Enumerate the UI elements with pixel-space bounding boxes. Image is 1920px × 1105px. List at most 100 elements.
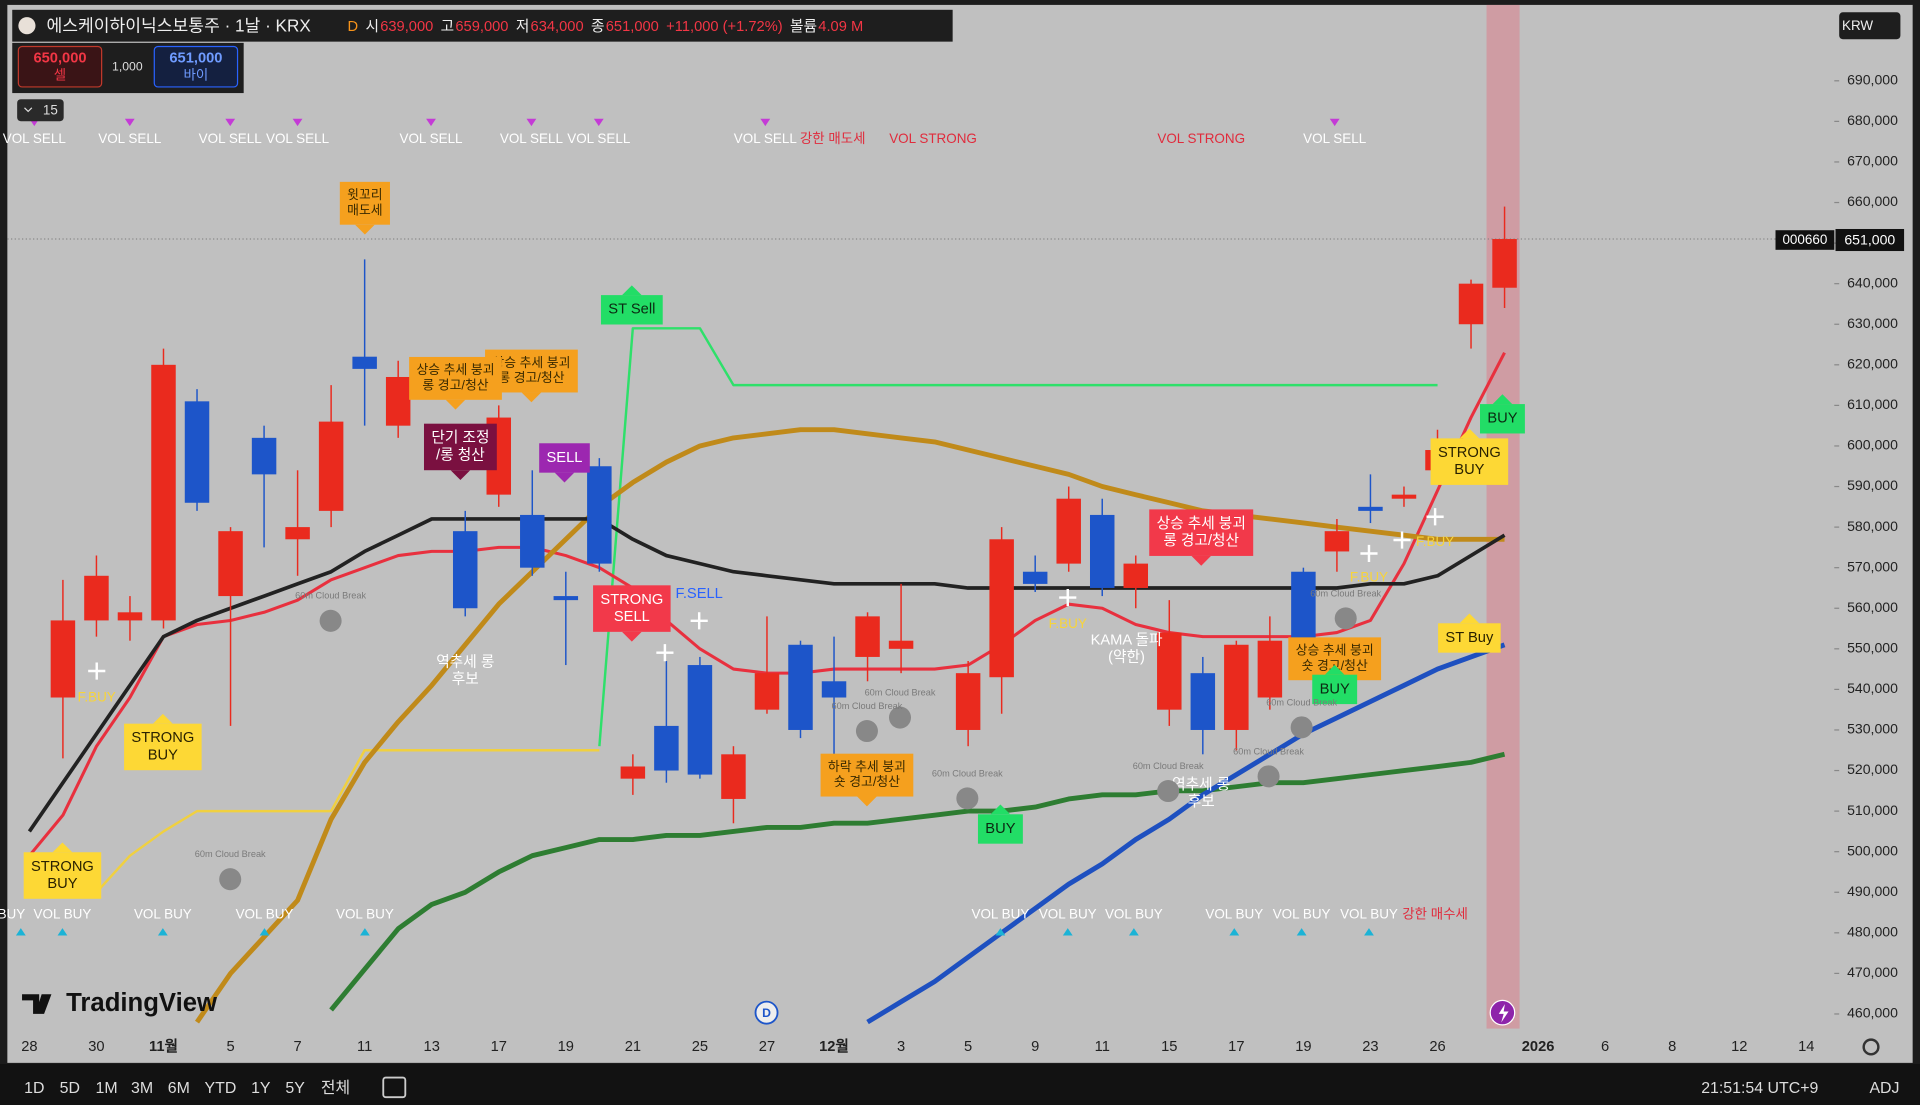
range-button[interactable]: 5Y: [285, 1080, 305, 1097]
overlay: 650,000 셀 1,000 651,000 바이 15 KRW 000660…: [0, 9, 1920, 1105]
annotation-text: 60m Cloud Break: [1310, 588, 1381, 598]
annotation-pointer: [857, 796, 877, 807]
annotation-box: [600, 295, 663, 325]
cloud-dot: [219, 868, 242, 891]
indicator-line: [866, 642, 1506, 1025]
y-tick-label: 580,000: [1847, 518, 1898, 534]
annotation: 상승 추세 붕괴롱 경고/청산: [409, 356, 502, 410]
range-button[interactable]: YTD: [205, 1080, 237, 1097]
annotation: 역추세 롱후보: [1172, 776, 1230, 810]
adjust-toggle[interactable]: ADJ: [1869, 1080, 1899, 1097]
annotation-pointer: [990, 804, 1011, 815]
price-tag: [1835, 228, 1905, 252]
cloud-dot: [1257, 765, 1280, 788]
y-tick-label: 660,000: [1847, 193, 1898, 209]
candle-body: [352, 356, 377, 369]
annotation: F.BUY: [78, 690, 116, 705]
buy-marker: [15, 928, 26, 936]
candle-body: [989, 539, 1014, 678]
candle-body: [1358, 506, 1383, 511]
annotation-text: STRONG: [1438, 445, 1501, 461]
range-button[interactable]: 1Y: [251, 1080, 271, 1097]
annotation-pointer: [1191, 555, 1212, 566]
annotation: BUY: [1480, 394, 1525, 434]
date-range-icon[interactable]: [382, 1076, 407, 1099]
annotation-text: 롱 경고/청산: [1163, 532, 1239, 549]
candle-body: [955, 673, 981, 730]
candle-body: [452, 531, 478, 609]
annotation-text: BUY: [1487, 411, 1517, 427]
annotation-text: STRONG: [600, 592, 663, 608]
candle-body: [117, 612, 143, 621]
bottom-signal: VOL BUY: [1039, 906, 1097, 921]
indicator-toggle[interactable]: [17, 99, 64, 122]
buy-marker: [360, 928, 370, 936]
top-signal: VOL STRONG: [1157, 131, 1245, 146]
settings-icon[interactable]: [1862, 1038, 1880, 1056]
annotation-pointer: [622, 631, 642, 642]
buy-button[interactable]: [153, 45, 239, 88]
indicator-line: [329, 751, 1506, 1012]
top-signal: VOL SELL: [199, 131, 263, 146]
annotation-text: KAMA 돌파: [1091, 631, 1163, 648]
annotation: F.BUY: [1049, 616, 1087, 631]
sell-marker: [760, 118, 771, 127]
sell-marker: [292, 118, 303, 127]
sell-button[interactable]: [17, 45, 103, 88]
cross-marker: [88, 662, 106, 680]
bottom-signal: VOL BUY: [1273, 906, 1331, 921]
annotation: 60m Cloud Break: [1266, 697, 1337, 739]
top-signal: VOL SELL: [567, 131, 631, 146]
annotation-box: [1430, 438, 1509, 485]
sell-marker: [593, 118, 604, 127]
y-tick-label: 680,000: [1847, 112, 1898, 128]
y-tick-label: 610,000: [1847, 396, 1898, 412]
annotation: 하락 추세 붕괴숏 경고/청산: [820, 753, 914, 807]
x-tick-label: 17: [491, 1039, 507, 1055]
annotation-text: ST Buy: [1445, 630, 1494, 646]
annotation-pointer: [1459, 613, 1480, 624]
y-tick-label: 540,000: [1847, 680, 1898, 696]
y-tick-label: 460,000: [1847, 1005, 1898, 1021]
candle-body: [1089, 514, 1115, 588]
sell-marker: [526, 118, 537, 127]
indicator-line: [62, 749, 600, 894]
y-tick-label: 490,000: [1847, 883, 1898, 899]
header-feed: D: [347, 19, 358, 35]
header-open-label: 시: [365, 19, 379, 35]
annotation-text: 숏 경고/청산: [834, 774, 900, 789]
annotation-text: 윗꼬리: [347, 187, 382, 202]
annotation-text: F.BUY: [1350, 570, 1388, 585]
candle-body: [184, 401, 210, 503]
x-tick-label: 2026: [1522, 1039, 1555, 1055]
range-button[interactable]: 5D: [60, 1080, 80, 1097]
top-signal: VOL SELL: [500, 131, 564, 146]
bottom-signal: 강한 매수세: [1402, 906, 1468, 921]
top-signal: VOL SELL: [266, 131, 330, 146]
range-button[interactable]: 6M: [168, 1080, 190, 1097]
range-button[interactable]: 3M: [131, 1080, 153, 1097]
cloud-dot: [956, 787, 979, 810]
header-close-label: 종: [591, 19, 605, 35]
y-tick-label: 620,000: [1847, 356, 1898, 372]
annotation-box: [539, 443, 590, 473]
x-tick-label: 17: [1228, 1039, 1244, 1055]
logo-mark: [22, 994, 52, 1014]
indicator-line: [598, 327, 1438, 747]
currency-box[interactable]: [1839, 12, 1901, 40]
range-button[interactable]: 1M: [95, 1080, 117, 1097]
cloud-dot: [888, 706, 912, 729]
range-button[interactable]: 전체: [321, 1079, 350, 1097]
cloud-dot: [319, 609, 342, 632]
annotation-text: 롱 경고/청산: [498, 370, 564, 385]
event-marker[interactable]: [754, 1000, 779, 1025]
annotation-text: F.SELL: [676, 586, 723, 602]
range-button[interactable]: 1D: [24, 1080, 44, 1097]
annotation-text: (약한): [1108, 648, 1145, 665]
annotation-text: SELL: [547, 450, 583, 466]
annotation: F.BUY: [1350, 570, 1388, 585]
